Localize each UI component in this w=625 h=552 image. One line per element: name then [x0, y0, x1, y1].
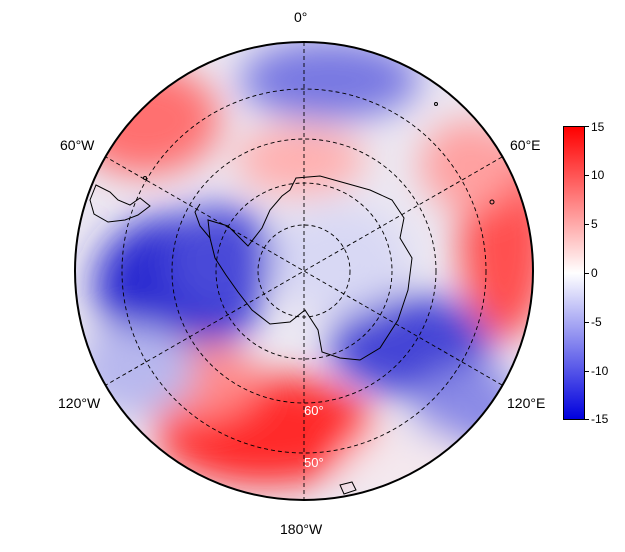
- antarctica-coastline: [207, 175, 413, 361]
- lon-label-0: 0°: [294, 9, 308, 25]
- meridian-120e-60w: [105, 156, 503, 386]
- colorbar-tick-mark: [585, 322, 589, 323]
- colorbar-tick-mark: [585, 175, 589, 176]
- colorbar-tick-label: -5: [591, 315, 602, 329]
- colorbar-tick-label: -15: [591, 412, 609, 426]
- lon-label-60w: 60°W: [60, 137, 95, 153]
- south-america-coastline: [89, 184, 151, 223]
- lon-label-60e: 60°E: [510, 137, 541, 153]
- positive-anomaly-northwest: [75, 65, 220, 175]
- lat-label-60: 60°: [304, 403, 324, 418]
- lon-label-120e: 120°E: [507, 395, 546, 411]
- lat-circle-50: [121, 88, 487, 454]
- colorbar-tick-mark: [585, 224, 589, 225]
- colorbar-tick-label: -10: [591, 364, 609, 378]
- colorbar-tick-label: 5: [591, 217, 598, 231]
- colorbar-tick-mark: [585, 126, 589, 127]
- colorbar-tick-label: 10: [591, 168, 605, 182]
- lon-label-120w: 120°W: [58, 395, 101, 411]
- meridian-60e-120w: [105, 156, 503, 386]
- colorbar-tick-mark: [585, 371, 589, 372]
- map-boundary: [74, 41, 534, 501]
- colorbar-tick-label: 0: [591, 266, 598, 280]
- negative-anomaly-north: [240, 42, 420, 120]
- graticule: [105, 42, 503, 500]
- lon-label-180w: 180°W: [280, 521, 323, 537]
- colorbar-tick-mark: [585, 273, 589, 274]
- colorbar: [563, 126, 585, 420]
- lat-label-50: 50°: [304, 455, 324, 470]
- colorbar-tick-label: 15: [591, 120, 605, 134]
- lat-circle-60: [171, 138, 437, 404]
- colorbar-tick-mark: [585, 419, 589, 420]
